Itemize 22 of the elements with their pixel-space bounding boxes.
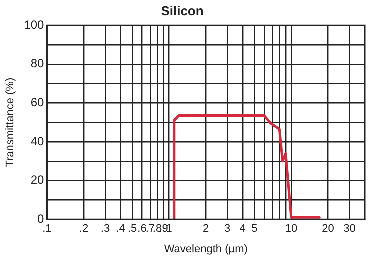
x-tick-label: 10 <box>285 223 298 236</box>
x-tick-label: .4 <box>116 223 126 236</box>
x-tick-label: 30 <box>344 223 356 236</box>
y-axis-title: Transmittance (%) <box>4 78 17 168</box>
x-tick-label: 3 <box>224 223 231 236</box>
y-tick-label: 100 <box>24 18 45 32</box>
y-tick-label: 20 <box>30 173 45 188</box>
x-tick-label: 20 <box>322 223 334 236</box>
y-tick-label: 0 <box>38 212 45 226</box>
x-tick-label: .1 <box>42 223 52 236</box>
x-tick-label: .2 <box>79 223 89 236</box>
y-tick-label: 80 <box>30 56 45 71</box>
x-tick-label: .3 <box>100 223 110 236</box>
x-axis-title: Wavelength (µm) <box>164 243 248 256</box>
x-tick-label: 5 <box>252 223 258 236</box>
y-tick-label: 40 <box>30 134 45 148</box>
chart-title: Silicon <box>161 3 204 18</box>
x-tick-label: 4 <box>240 223 246 236</box>
x-tick-label: 2 <box>203 223 210 236</box>
y-tick-label: 60 <box>30 96 45 110</box>
x-tick-label: .5 <box>128 223 138 236</box>
x-tick-label: .6 <box>138 223 147 236</box>
